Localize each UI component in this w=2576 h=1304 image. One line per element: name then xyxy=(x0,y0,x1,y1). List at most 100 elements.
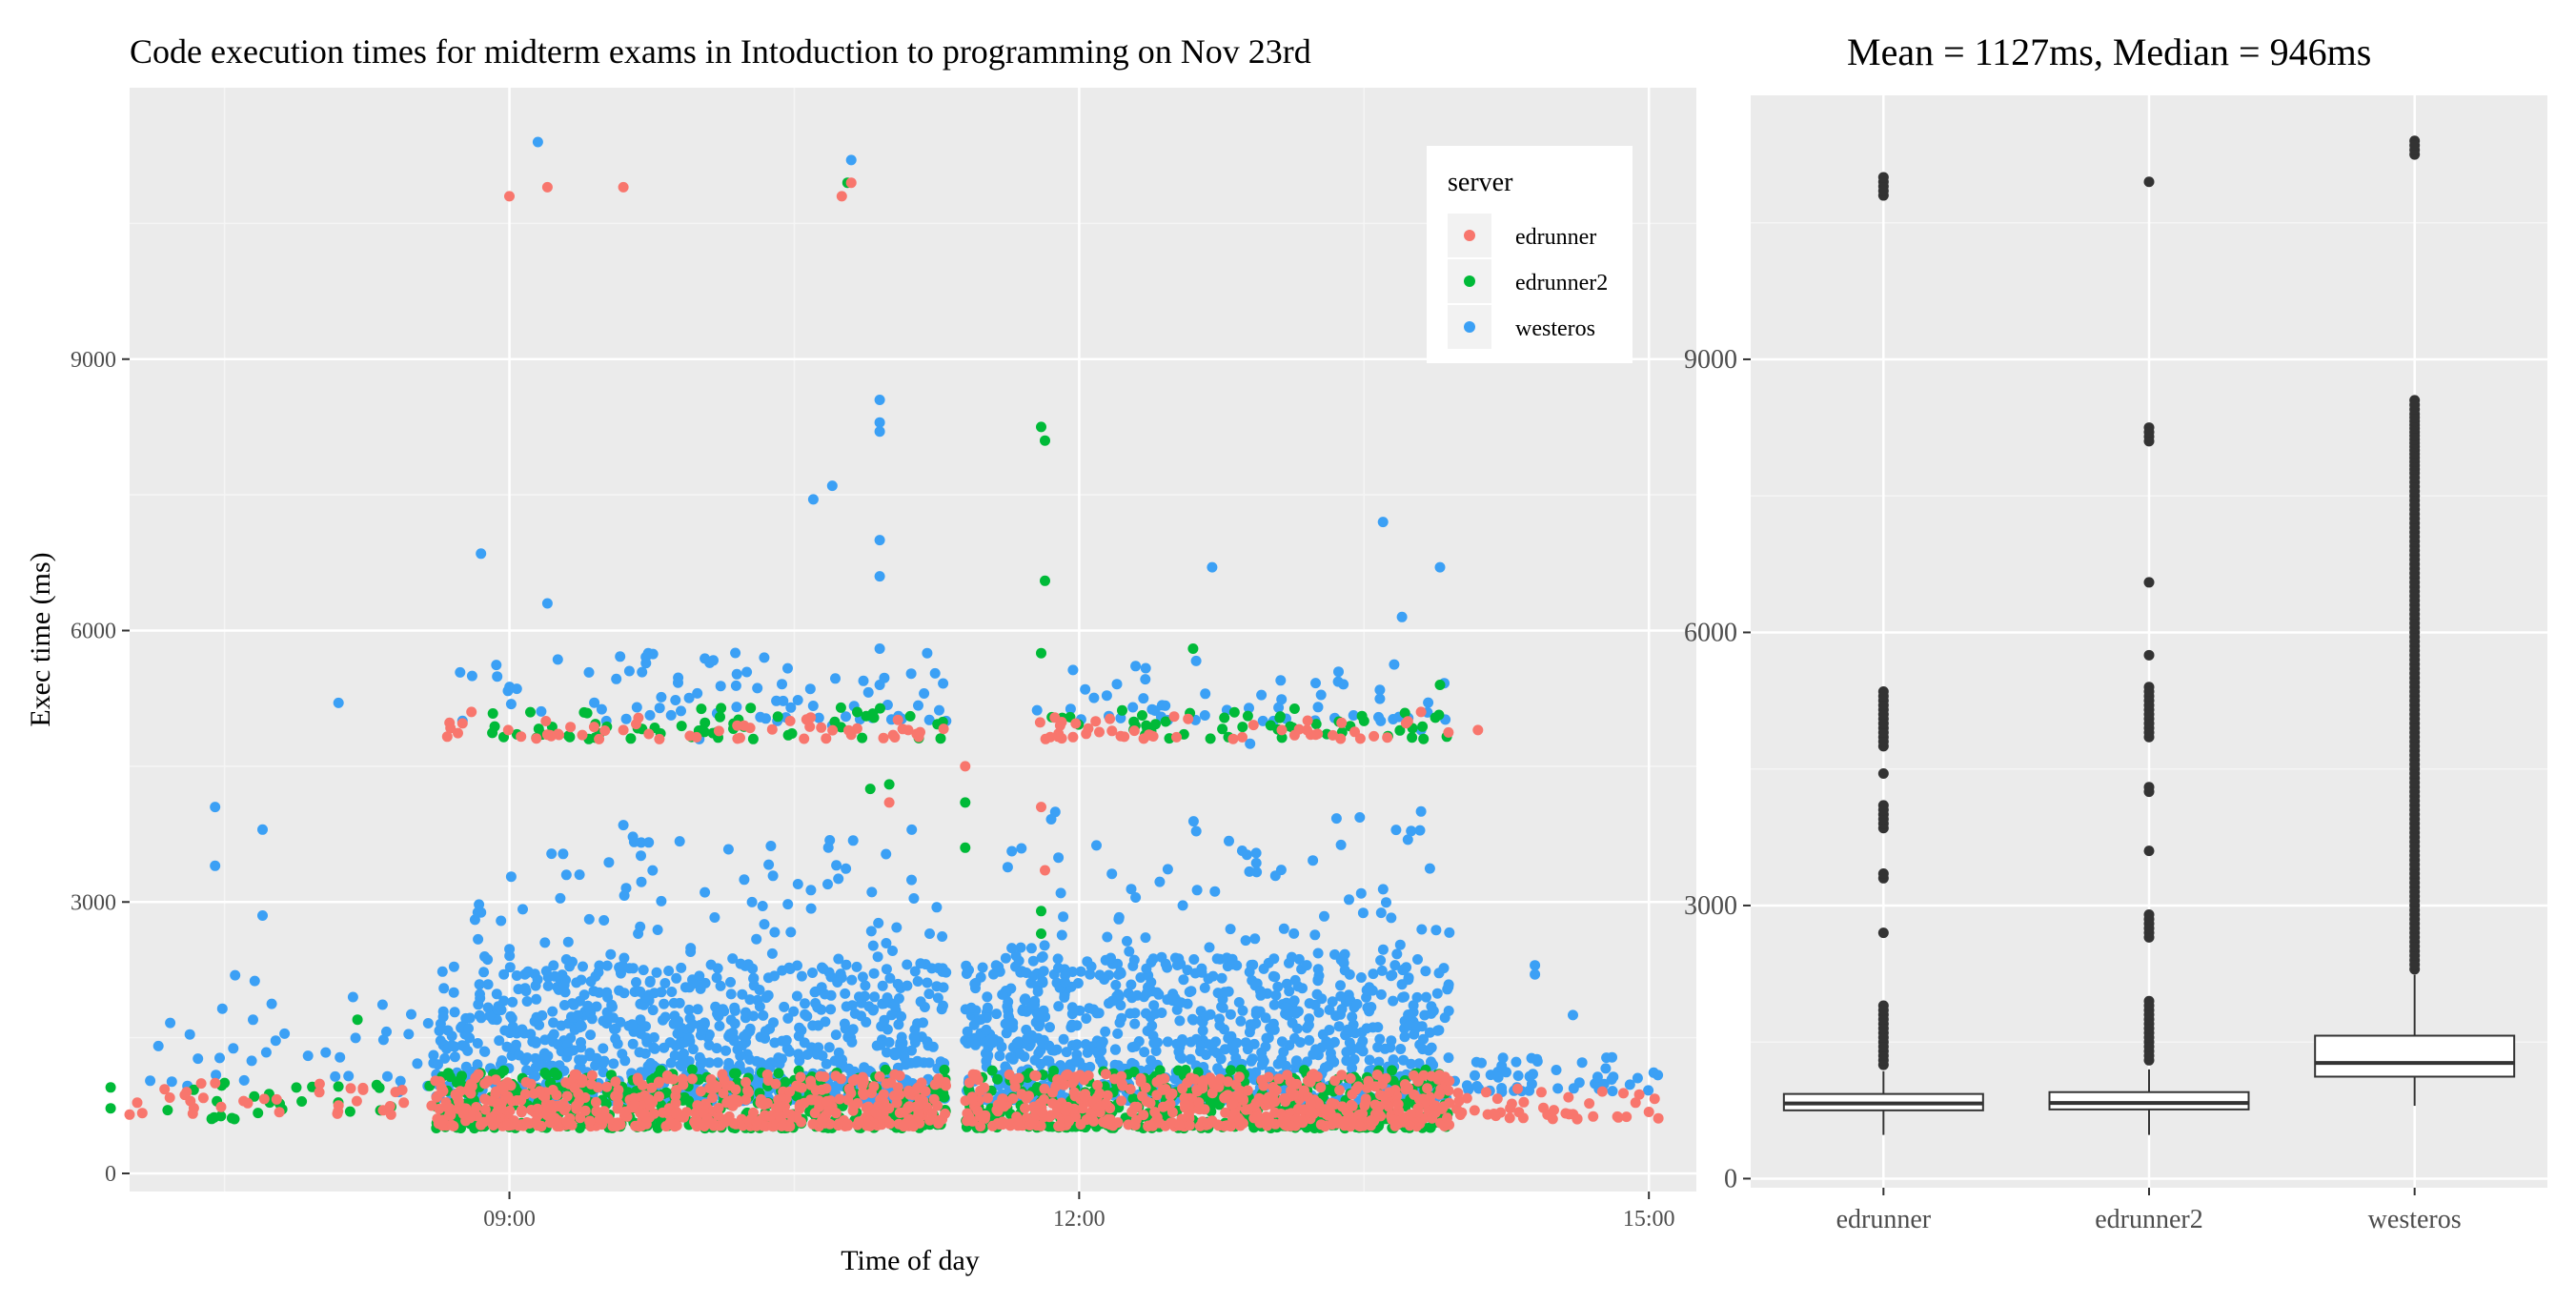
point-westeros xyxy=(558,848,569,860)
point-edrunner xyxy=(1417,1093,1429,1105)
point-edrunner xyxy=(635,1107,646,1118)
point-westeros xyxy=(1187,1014,1199,1026)
point-westeros xyxy=(1344,894,1354,906)
point-edrunner xyxy=(1020,1103,1030,1114)
point-westeros xyxy=(1100,1026,1111,1037)
point-edrunner xyxy=(686,1073,698,1085)
point-westeros xyxy=(1021,1024,1032,1035)
point-westeros xyxy=(1130,892,1142,903)
point-westeros xyxy=(1246,959,1257,970)
point-edrunner xyxy=(1305,1098,1316,1110)
point-edrunner xyxy=(1549,1105,1559,1116)
point-westeros xyxy=(257,824,268,835)
point-westeros xyxy=(1381,897,1391,908)
point-edrunner2 xyxy=(105,1103,116,1114)
point-edrunner2 xyxy=(1299,1065,1310,1076)
point-westeros xyxy=(1053,1001,1065,1012)
outlier-point xyxy=(2409,645,2421,657)
point-edrunner xyxy=(732,720,743,731)
point-westeros xyxy=(598,1043,609,1054)
point-westeros xyxy=(1512,1070,1524,1081)
point-edrunner xyxy=(554,729,564,741)
point-westeros xyxy=(763,859,775,870)
point-westeros xyxy=(482,979,494,990)
point-edrunner xyxy=(1166,1107,1178,1118)
point-westeros xyxy=(347,991,358,1003)
outlier-point xyxy=(2409,448,2421,459)
outlier-point xyxy=(2143,577,2155,588)
point-westeros xyxy=(1006,943,1018,954)
point-westeros xyxy=(583,913,595,925)
point-westeros xyxy=(449,1051,460,1063)
point-westeros xyxy=(760,1026,771,1037)
point-westeros xyxy=(1188,954,1200,965)
point-westeros xyxy=(922,647,933,659)
point-edrunner xyxy=(887,729,899,741)
point-westeros xyxy=(1190,825,1202,837)
point-westeros xyxy=(1373,711,1384,723)
outlier-point xyxy=(2143,686,2155,698)
point-edrunner xyxy=(843,1083,855,1094)
point-westeros xyxy=(830,1029,842,1041)
point-westeros xyxy=(478,967,490,978)
point-westeros xyxy=(1530,960,1541,971)
point-westeros xyxy=(874,417,885,428)
point-westeros xyxy=(1257,715,1268,726)
point-westeros xyxy=(709,912,720,923)
point-westeros xyxy=(1329,948,1340,960)
outlier-point xyxy=(2143,708,2155,720)
point-westeros xyxy=(833,873,844,885)
point-westeros xyxy=(1250,847,1262,859)
point-edrunner xyxy=(1269,1096,1281,1108)
point-westeros xyxy=(782,899,794,910)
point-edrunner xyxy=(1469,1105,1480,1116)
point-westeros xyxy=(1388,1054,1399,1066)
point-edrunner xyxy=(857,1071,868,1083)
point-westeros xyxy=(1310,1044,1322,1055)
point-westeros xyxy=(1377,517,1389,528)
point-edrunner xyxy=(692,1117,703,1129)
point-westeros xyxy=(1126,1042,1138,1053)
point-edrunner xyxy=(967,1093,978,1105)
point-edrunner xyxy=(1145,1097,1156,1109)
point-edrunner2 xyxy=(1434,680,1446,690)
point-edrunner2 xyxy=(857,732,868,744)
point-edrunner xyxy=(975,1121,986,1132)
point-edrunner xyxy=(1029,1070,1041,1081)
point-westeros xyxy=(1022,1033,1032,1045)
point-edrunner2 xyxy=(939,1064,950,1075)
outlier-point xyxy=(1877,708,1889,720)
point-edrunner xyxy=(1183,713,1194,724)
point-edrunner xyxy=(784,1121,796,1132)
point-westeros xyxy=(1403,1020,1414,1031)
point-westeros xyxy=(902,980,913,991)
point-westeros xyxy=(737,1040,748,1051)
point-westeros xyxy=(598,915,610,926)
point-edrunner xyxy=(1184,1120,1195,1131)
point-westeros xyxy=(727,1027,739,1038)
point-edrunner xyxy=(862,1119,873,1130)
point-westeros xyxy=(781,1043,793,1054)
point-edrunner xyxy=(758,1099,769,1110)
point-westeros xyxy=(937,931,948,942)
point-edrunner xyxy=(980,1110,991,1121)
point-westeros xyxy=(1096,1039,1107,1050)
point-edrunner2 xyxy=(371,1079,382,1090)
point-westeros xyxy=(560,869,572,881)
point-westeros xyxy=(1177,900,1188,911)
point-westeros xyxy=(210,860,221,871)
point-westeros xyxy=(1428,1006,1439,1016)
point-edrunner xyxy=(1079,1091,1090,1103)
point-edrunner2 xyxy=(960,797,971,808)
point-edrunner xyxy=(516,1105,527,1116)
point-edrunner xyxy=(1443,726,1454,738)
point-edrunner xyxy=(1077,1103,1088,1114)
point-westeros xyxy=(541,598,553,609)
point-edrunner xyxy=(670,1108,681,1119)
point-edrunner xyxy=(1362,1082,1373,1093)
point-edrunner xyxy=(1128,725,1140,737)
point-westeros xyxy=(1106,868,1118,880)
point-edrunner xyxy=(1038,1094,1049,1105)
point-edrunner xyxy=(1384,1087,1395,1098)
